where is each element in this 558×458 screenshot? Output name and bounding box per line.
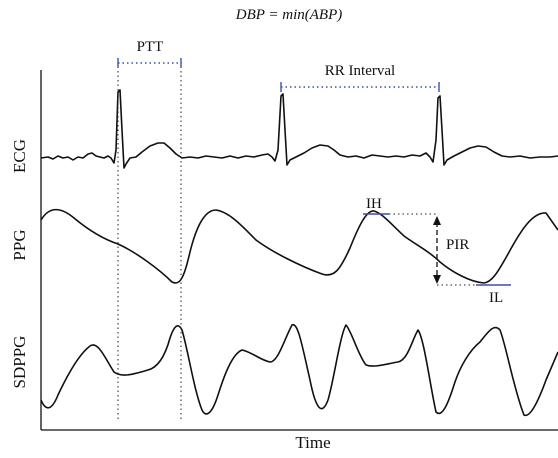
ih-label: IH xyxy=(366,196,382,212)
pir-arrow-down-icon xyxy=(433,275,441,284)
ecg-waveform xyxy=(40,89,558,169)
formula-text: DBP = min(ABP) xyxy=(235,7,343,23)
sdppg-label: SDPPG xyxy=(10,336,29,389)
pir-label: PIR xyxy=(446,237,469,253)
il-label: IL xyxy=(489,290,503,306)
sdppg-waveform xyxy=(40,324,558,417)
pir-arrow-up-icon xyxy=(433,216,441,225)
rr-interval-label: RR Interval xyxy=(325,63,395,79)
ppg-waveform xyxy=(40,208,558,284)
ppg-label: PPG xyxy=(10,229,29,260)
ptt-label: PTT xyxy=(137,39,164,55)
time-label: Time xyxy=(295,433,330,452)
ecg-label: ECG xyxy=(10,139,29,173)
